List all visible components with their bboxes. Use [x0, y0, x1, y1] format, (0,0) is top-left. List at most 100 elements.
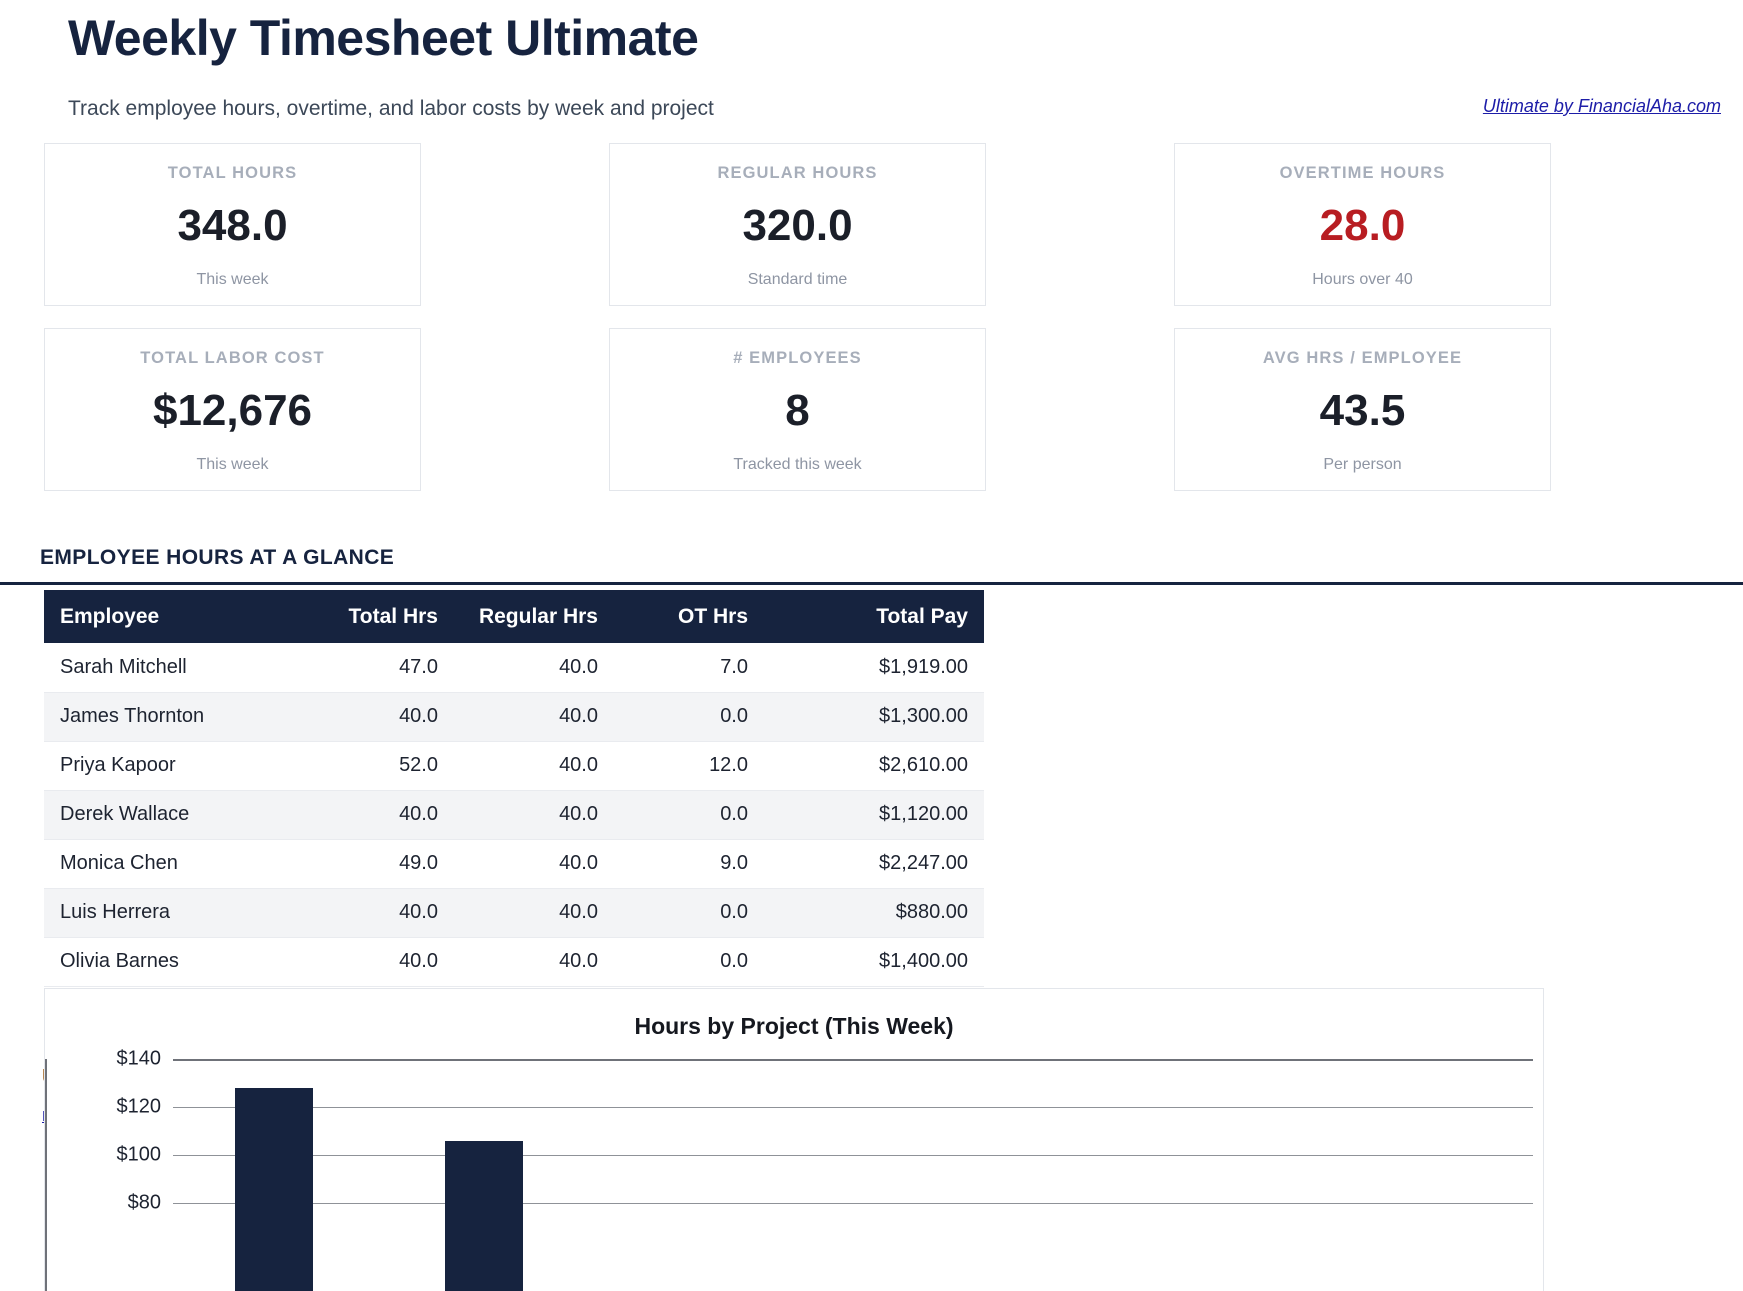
cell-total-hrs: 52.0 [294, 741, 454, 791]
page-subtitle: Track employee hours, overtime, and labo… [68, 97, 714, 120]
cell-employee: Monica Chen [44, 839, 294, 889]
table-header: Employee Total Hrs Regular Hrs OT Hrs To… [44, 590, 984, 643]
cell-total-pay: $2,247.00 [764, 839, 984, 889]
kpi-value: 28.0 [1319, 201, 1406, 250]
chart-y-tick-minor [45, 1119, 47, 1120]
kpi-label: # EMPLOYEES [733, 349, 862, 367]
chart-bar[interactable] [445, 1140, 523, 1291]
cell-regular-hrs: 40.0 [454, 643, 614, 693]
cell-total-hrs: 49.0 [294, 839, 454, 889]
chart-y-tick-minor [45, 1263, 47, 1264]
kpi-label: TOTAL HOURS [167, 164, 298, 182]
cell-employee: Priya Kapoor [44, 741, 294, 791]
kpi-value: 348.0 [177, 201, 288, 250]
chart-title: Hours by Project (This Week) [634, 1013, 954, 1039]
column-header-total-hrs[interactable]: Total Hrs [294, 590, 454, 643]
kpi-value: $12,676 [152, 386, 313, 435]
kpi-row-spacer [44, 306, 421, 328]
chart-y-tick-minor [45, 1095, 47, 1096]
chart-y-tick-minor [45, 1251, 47, 1252]
column-header-total-pay[interactable]: Total Pay [764, 590, 984, 643]
chart-y-tick-major [45, 1203, 47, 1205]
chart-y-axis-spine [45, 1059, 47, 1291]
table-row[interactable]: James Thornton 40.0 40.0 0.0 $1,300.00 [44, 692, 984, 742]
cell-ot-hrs: 0.0 [614, 790, 764, 840]
chart-y-tick-label: $140 [116, 1047, 162, 1070]
table-row[interactable]: Monica Chen 49.0 40.0 9.0 $2,247.00 [44, 839, 984, 889]
kpi-value: 8 [785, 386, 810, 435]
column-header-regular-hrs[interactable]: Regular Hrs [454, 590, 614, 643]
cell-total-hrs: 40.0 [294, 888, 454, 938]
kpi-sublabel: Standard time [747, 271, 848, 288]
kpi-value: 320.0 [742, 201, 853, 250]
kpi-row-spacer [609, 306, 986, 328]
cell-total-hrs: 40.0 [294, 790, 454, 840]
chart-y-tick-minor [45, 1179, 47, 1180]
section-title-employee-hours: EMPLOYEE HOURS AT A GLANCE [40, 546, 395, 569]
chart-y-tick-minor [45, 1287, 47, 1288]
kpi-label: TOTAL LABOR COST [140, 349, 325, 367]
cell-total-pay: $1,300.00 [764, 692, 984, 742]
table-row[interactable]: Olivia Barnes 40.0 40.0 0.0 $1,400.00 [44, 937, 984, 987]
chart-y-tick-label: $120 [116, 1095, 162, 1118]
cell-regular-hrs: 40.0 [454, 839, 614, 889]
kpi-sublabel: Hours over 40 [1312, 271, 1413, 288]
kpi-label: REGULAR HOURS [717, 164, 878, 182]
employee-hours-table: Employee Total Hrs Regular Hrs OT Hrs To… [44, 590, 984, 987]
chart-y-tick-label: $100 [116, 1143, 162, 1166]
chart-y-tick-minor [45, 1275, 47, 1276]
brand-link[interactable]: Ultimate by FinancialAha.com [1482, 96, 1721, 116]
cell-total-hrs: 40.0 [294, 937, 454, 987]
kpi-card-employees: # EMPLOYEES 8 Tracked this week [609, 328, 986, 491]
kpi-spacer [421, 143, 609, 306]
kpi-spacer [986, 328, 1174, 491]
cell-ot-hrs: 9.0 [614, 839, 764, 889]
chart-gridline [173, 1107, 1533, 1108]
cell-employee: Sarah Mitchell [44, 643, 294, 693]
cell-total-pay: $1,919.00 [764, 643, 984, 693]
kpi-label: OVERTIME HOURS [1279, 164, 1446, 182]
cell-employee: James Thornton [44, 692, 294, 742]
kpi-row-spacer [1174, 306, 1551, 328]
chart-y-tick-minor [45, 1239, 47, 1240]
cell-total-pay: $1,120.00 [764, 790, 984, 840]
cell-regular-hrs: 40.0 [454, 741, 614, 791]
table-row[interactable]: Luis Herrera 40.0 40.0 0.0 $880.00 [44, 888, 984, 938]
cell-total-hrs: 40.0 [294, 692, 454, 742]
cell-regular-hrs: 40.0 [454, 937, 614, 987]
chart-y-tick-major [45, 1107, 47, 1109]
cell-regular-hrs: 40.0 [454, 888, 614, 938]
cell-total-pay: $880.00 [764, 888, 984, 938]
kpi-card-total-hours: TOTAL HOURS 348.0 This week [44, 143, 421, 306]
chart-bar[interactable] [235, 1087, 313, 1291]
table-row[interactable]: Sarah Mitchell 47.0 40.0 7.0 $1,919.00 [44, 643, 984, 693]
kpi-card-overtime-hours: OVERTIME HOURS 28.0 Hours over 40 [1174, 143, 1551, 306]
chart-gridline [173, 1059, 1533, 1061]
cell-ot-hrs: 7.0 [614, 643, 764, 693]
chart-y-tick-major [45, 1155, 47, 1157]
chart-y-tick-minor [45, 1083, 47, 1084]
chart-gridline [173, 1203, 1533, 1204]
kpi-label: AVG HRS / EMPLOYEE [1262, 349, 1463, 367]
kpi-spacer [421, 328, 609, 491]
chart-y-axis-labels: $140 $120 $100 $80 [45, 1048, 167, 1291]
chart-y-tick-minor [45, 1191, 47, 1192]
kpi-row-spacer [421, 306, 609, 328]
column-header-ot-hrs[interactable]: OT Hrs [614, 590, 764, 643]
section-divider [0, 582, 1743, 585]
cell-ot-hrs: 0.0 [614, 888, 764, 938]
table-row[interactable]: Derek Wallace 40.0 40.0 0.0 $1,120.00 [44, 790, 984, 840]
kpi-grid: TOTAL HOURS 348.0 This week REGULAR HOUR… [44, 143, 1698, 491]
cell-regular-hrs: 40.0 [454, 692, 614, 742]
cell-total-hrs: 47.0 [294, 643, 454, 693]
cell-employee: Olivia Barnes [44, 937, 294, 987]
table-row[interactable]: Priya Kapoor 52.0 40.0 12.0 $2,610.00 [44, 741, 984, 791]
kpi-sublabel: This week [196, 271, 269, 288]
column-header-employee[interactable]: Employee [44, 590, 294, 643]
page-title: Weekly Timesheet Ultimate [68, 10, 699, 66]
kpi-card-avg-hrs-per-employee: AVG HRS / EMPLOYEE 43.5 Per person [1174, 328, 1551, 491]
chart-y-tick-minor [45, 1071, 47, 1072]
chart-y-tick-major [45, 1059, 47, 1061]
cell-employee: Derek Wallace [44, 790, 294, 840]
